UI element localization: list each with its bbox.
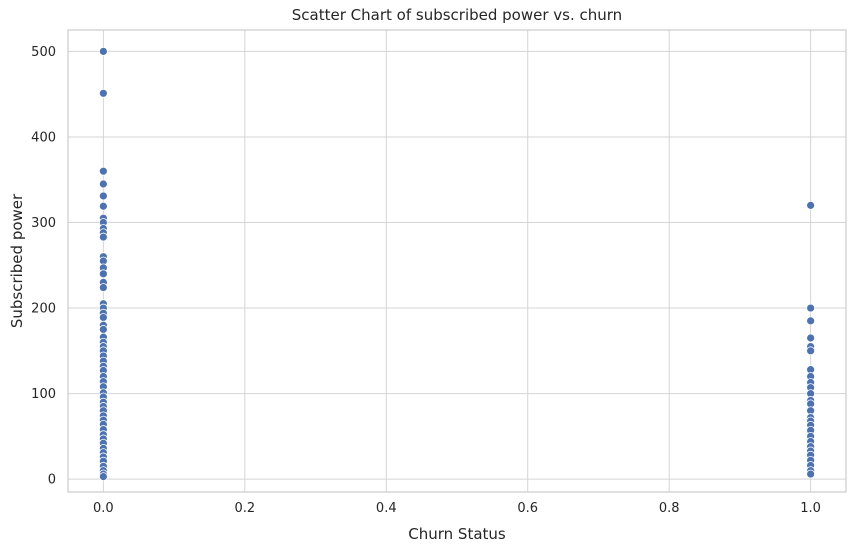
data-point [98,269,108,279]
grid [68,30,846,492]
data-points [98,46,816,482]
x-axis-ticks: 0.0 0.2 0.4 0.6 0.8 1.0 [93,501,821,516]
x-tick-label: 0.2 [234,501,255,516]
chart-title: Scatter Chart of subscribed power vs. ch… [292,6,622,24]
y-tick-label: 300 [31,216,56,231]
data-point [98,88,108,98]
data-point [806,469,816,479]
y-tick-label: 100 [31,387,56,402]
data-point [98,201,108,211]
data-point [98,179,108,189]
y-axis-title: Subscribed power [8,193,26,328]
data-point [98,472,108,482]
data-point [806,316,816,326]
plot-frame [67,29,847,493]
data-point [806,333,816,343]
data-point [98,46,108,56]
data-point [98,313,108,322]
data-point [98,232,108,242]
data-point [98,325,108,334]
x-axis-title: Churn Status [408,525,506,543]
y-tick-label: 0 [48,473,56,488]
y-axis-ticks: 0 100 200 300 400 500 [31,45,56,488]
y-tick-label: 200 [31,302,56,317]
y-tick-label: 400 [31,130,56,145]
x-tick-label: 0.6 [517,501,538,516]
x-tick-label: 0.4 [376,501,397,516]
x-tick-label: 0.8 [659,501,680,516]
x-tick-label: 0.0 [93,501,114,516]
data-point [806,346,816,356]
data-point [806,200,816,210]
y-tick-label: 500 [31,45,56,60]
data-point [98,191,108,201]
data-point [806,303,816,313]
x-tick-label: 1.0 [800,501,821,516]
data-point [98,283,108,292]
data-point [98,166,108,176]
